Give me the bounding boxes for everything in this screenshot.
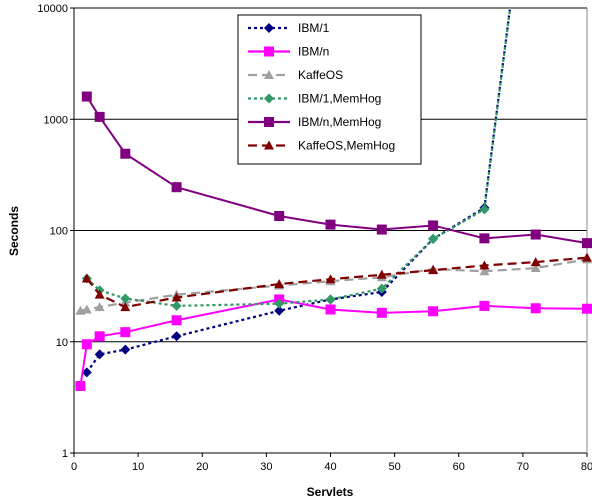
data-point-5-3 — [171, 292, 182, 302]
legend-marker-2 — [264, 70, 274, 79]
data-point-0-3 — [171, 331, 182, 342]
data-point-4-5 — [325, 219, 336, 230]
legend-label-1: IBM/n — [298, 45, 329, 59]
data-point-5-10 — [582, 252, 592, 262]
data-point-4-9 — [530, 229, 541, 240]
y-tick-label-3: 1000 — [44, 114, 68, 126]
x-axis-title: Servlets — [307, 485, 354, 499]
data-point-1-11 — [582, 303, 592, 314]
data-point-3-7 — [428, 233, 439, 244]
data-point-1-2 — [94, 331, 105, 342]
x-tick-label-1: 10 — [132, 461, 144, 473]
series-4 — [81, 91, 592, 249]
series-layer — [75, 7, 592, 392]
y-tick-label-4: 10000 — [37, 3, 68, 15]
data-point-4-3 — [171, 182, 182, 193]
legend-marker-3 — [264, 93, 274, 104]
data-point-4-6 — [376, 224, 387, 235]
data-point-5-6 — [376, 269, 387, 279]
data-point-1-10 — [530, 303, 541, 314]
series-5 — [81, 252, 592, 312]
data-point-5-4 — [274, 279, 285, 289]
data-point-4-7 — [428, 220, 439, 231]
legend-item-5: KaffeOS,MemHog — [248, 139, 395, 153]
legend-marker-5 — [264, 140, 274, 150]
data-point-0-2 — [120, 344, 131, 355]
data-point-4-2 — [120, 148, 131, 159]
data-point-0-1 — [94, 349, 105, 360]
data-point-1-6 — [325, 304, 336, 315]
data-point-3-2 — [120, 293, 131, 304]
data-point-1-9 — [479, 300, 490, 311]
data-point-5-2 — [120, 302, 131, 312]
legend-item-0: IBM/1 — [248, 21, 330, 35]
data-point-4-10 — [582, 238, 592, 249]
y-axis-title: Seconds — [7, 206, 21, 256]
x-tick-label-8: 80 — [581, 461, 592, 473]
legend-label-2: KaffeOS — [298, 68, 343, 82]
legend-marker-0 — [264, 23, 274, 33]
data-point-1-4 — [171, 315, 182, 326]
data-point-1-8 — [428, 306, 439, 317]
data-point-4-1 — [94, 111, 105, 122]
x-tick-label-2: 20 — [196, 461, 208, 473]
data-point-1-1 — [81, 339, 92, 350]
legend-label-0: IBM/1 — [298, 21, 330, 35]
data-point-2-10 — [530, 263, 541, 273]
data-point-5-0 — [81, 273, 92, 283]
legend-box — [237, 14, 422, 165]
x-tick-label-4: 40 — [324, 461, 336, 473]
series-1 — [75, 294, 592, 392]
x-tick-label-6: 60 — [453, 461, 465, 473]
data-point-3-6 — [376, 283, 387, 294]
data-point-4-0 — [81, 91, 92, 102]
y-axis-ticks: 1 10 100 1000 10000 — [37, 3, 74, 460]
data-point-2-1 — [81, 304, 92, 314]
x-tick-label-3: 30 — [260, 461, 272, 473]
data-point-3-5 — [325, 294, 336, 305]
data-point-1-7 — [376, 307, 387, 318]
legend-item-4: IBM/n,MemHog — [248, 115, 381, 129]
data-point-2-9 — [479, 266, 490, 276]
data-point-5-5 — [325, 274, 336, 284]
y-tick-label-0: 1 — [62, 448, 68, 460]
x-tick-label-5: 50 — [389, 461, 401, 473]
legend-marker-4 — [264, 117, 274, 127]
legend: IBM/1 IBM/n KaffeOS IBM/1,MemHog IBM/n,MemHo… — [237, 14, 422, 165]
series-line-5 — [85, 256, 588, 309]
legend-item-3: IBM/1,MemHog — [248, 92, 381, 106]
legend-marker-1 — [264, 46, 274, 57]
data-point-3-8 — [479, 204, 490, 215]
x-axis-ticks: 0 10 20 30 40 50 60 70 80 — [71, 453, 592, 473]
data-point-5-8 — [479, 260, 490, 270]
data-point-0-0 — [81, 367, 92, 378]
data-point-4-4 — [274, 211, 285, 222]
data-point-3-3 — [171, 300, 182, 311]
data-point-5-1 — [94, 289, 105, 299]
y-tick-label-1: 10 — [56, 337, 68, 349]
legend-label-3: IBM/1,MemHog — [298, 92, 381, 106]
series-line-3 — [86, 7, 512, 308]
data-point-5-9 — [530, 257, 541, 267]
x-tick-label-7: 70 — [517, 461, 529, 473]
legend-item-2: KaffeOS — [248, 68, 343, 82]
data-point-0-4 — [274, 305, 285, 316]
y-tick-label-2: 100 — [50, 226, 68, 238]
data-point-1-0 — [75, 381, 86, 392]
data-point-2-2 — [94, 302, 105, 312]
data-point-3-4 — [274, 298, 285, 309]
data-point-1-3 — [120, 327, 131, 338]
data-point-4-8 — [479, 233, 490, 244]
x-tick-label-0: 0 — [71, 461, 77, 473]
legend-item-1: IBM/n — [248, 45, 329, 59]
legend-label-4: IBM/n,MemHog — [298, 115, 381, 129]
data-point-5-7 — [428, 265, 439, 275]
legend-label-5: KaffeOS,MemHog — [298, 139, 395, 153]
